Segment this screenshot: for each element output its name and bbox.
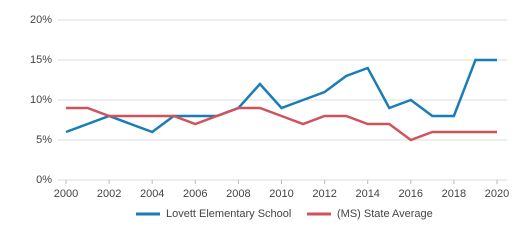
y-tick-label: 0% [36,174,52,186]
y-tick-label: 15% [30,54,52,66]
x-tick-label: 2014 [355,188,379,200]
x-tick-label: 2016 [399,188,423,200]
x-tick-label: 2004 [140,188,164,200]
series-line [65,58,497,134]
legend-label: (MS) State Average [337,208,433,220]
x-tick-label: 2008 [226,188,250,200]
chart: 0% 5% 10% 15% 20% 2000 2002 2004 2006 2008 2010 201… [30,14,509,220]
legend: Lovett Elementary School (MS) State Aver… [136,208,433,220]
x-tick-label: 2002 [97,188,121,200]
y-tick-label: 10% [30,94,52,106]
x-tick-label: 2010 [269,188,293,200]
y-tick-label: 20% [30,14,52,26]
series-line [66,106,497,142]
x-tick-label: 2012 [312,188,336,200]
legend-label: Lovett Elementary School [166,208,291,220]
x-tick-label: 2018 [442,188,466,200]
x-tick-label: 2000 [54,188,78,200]
y-tick-label: 5% [36,134,52,146]
x-tick-label: 2006 [183,188,207,200]
x-tick-label: 2020 [485,188,509,200]
